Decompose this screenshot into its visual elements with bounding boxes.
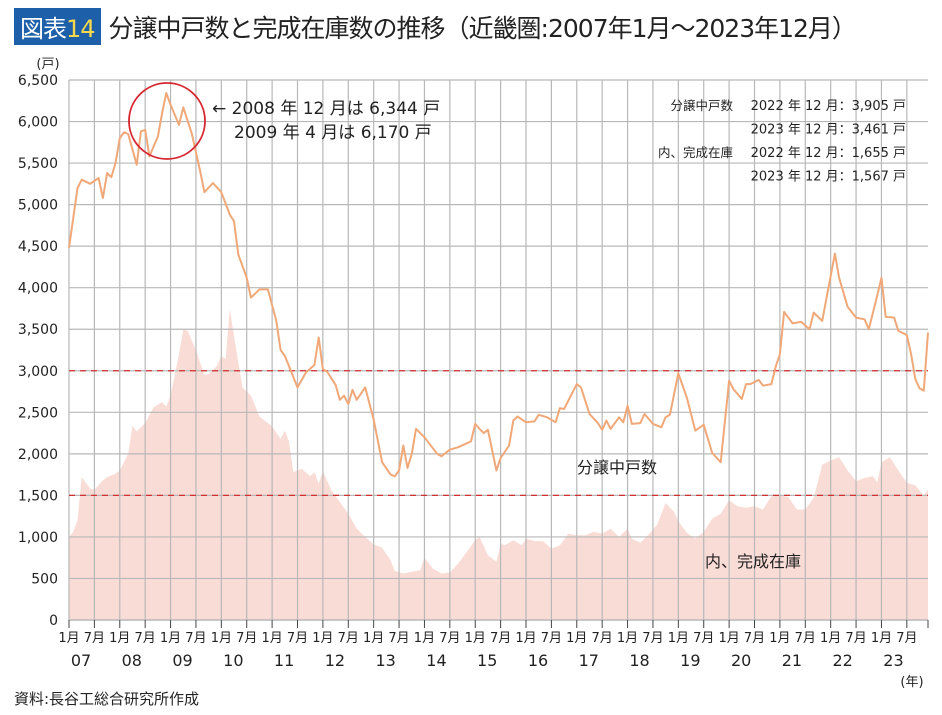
x-year-label: 12 — [325, 651, 345, 670]
info-box-value: 2023 年 12 月：1,567 戸 — [751, 170, 906, 185]
x-month-label: 1月 — [58, 631, 79, 646]
info-box-value: 2023 年 12 月：3,461 戸 — [751, 123, 906, 138]
x-month-label: 7月 — [693, 631, 714, 646]
x-month-label: 1月 — [261, 631, 282, 646]
y-tick-label: 1,000 — [18, 530, 58, 546]
x-month-label: 1月 — [668, 631, 689, 646]
x-month-label: 1月 — [414, 631, 435, 646]
x-month-label: 7月 — [541, 631, 562, 646]
x-month-label: 7月 — [135, 631, 156, 646]
y-tick-label: 0 — [49, 613, 58, 629]
x-month-label: 7月 — [338, 631, 359, 646]
y-tick-label: 5,000 — [18, 198, 58, 214]
y-tick-label: 500 — [31, 571, 58, 587]
figure-badge: 図表14 — [14, 8, 101, 45]
x-year-label: 07 — [71, 651, 91, 670]
x-month-label: 7月 — [896, 631, 917, 646]
y-tick-label: 5,500 — [18, 156, 58, 172]
area-series-label: 内、完成在庫 — [705, 552, 801, 571]
x-month-label: 7月 — [845, 631, 866, 646]
x-month-label: 1月 — [718, 631, 739, 646]
y-tick-label: 6,500 — [18, 73, 58, 89]
x-month-label: 7月 — [388, 631, 409, 646]
x-year-label: 10 — [223, 651, 243, 670]
y-axis-unit: (戸) — [36, 57, 59, 72]
x-month-label: 7月 — [185, 631, 206, 646]
source-note: 資料:長谷工総合研究所作成 — [14, 690, 200, 708]
x-year-label: 14 — [426, 651, 446, 670]
x-year-label: 20 — [731, 651, 751, 670]
peak-annotation-2: 2009 年 4 月は 6,170 戸 — [234, 123, 432, 143]
units-for-sale-line — [68, 92, 929, 478]
info-box-label: 分譲中戸数 — [670, 98, 733, 113]
x-year-label: 21 — [782, 651, 802, 670]
x-month-label: 1月 — [465, 631, 486, 646]
x-month-label: 7月 — [744, 631, 765, 646]
y-tick-label: 2,500 — [18, 405, 58, 421]
x-month-label: 1月 — [363, 631, 384, 646]
x-month-label: 1月 — [769, 631, 790, 646]
x-year-label: 15 — [477, 651, 497, 670]
x-month-label: 1月 — [617, 631, 638, 646]
x-month-label: 1月 — [871, 631, 892, 646]
x-month-label: 1月 — [211, 631, 232, 646]
x-month-label: 7月 — [490, 631, 511, 646]
x-year-label: 08 — [122, 651, 142, 670]
x-year-label: 18 — [629, 651, 649, 670]
x-month-label: 7月 — [84, 631, 105, 646]
info-box-label: 内、完成在庫 — [658, 145, 733, 160]
badge-number: 14 — [66, 15, 96, 43]
peak-highlight-circle — [128, 82, 206, 160]
info-box-value: 2022 年 12 月：3,905 戸 — [751, 99, 906, 114]
x-year-label: 11 — [274, 651, 294, 670]
y-tick-label: 3,000 — [18, 364, 58, 380]
info-box-value: 2022 年 12 月：1,655 戸 — [751, 146, 906, 161]
x-month-label: 1月 — [160, 631, 181, 646]
x-month-label: 7月 — [592, 631, 613, 646]
y-tick-label: 3,500 — [18, 322, 58, 338]
x-year-label: 09 — [172, 651, 192, 670]
y-tick-label: 6,000 — [18, 115, 58, 131]
y-tick-label: 4,500 — [18, 239, 58, 255]
title-text: 分譲中戸数と完成在庫数の推移（近畿圏:2007年1月～2023年12月） — [108, 13, 857, 43]
x-year-label: 13 — [375, 651, 395, 670]
x-year-label: 22 — [832, 651, 852, 670]
x-month-label: 1月 — [820, 631, 841, 646]
badge-label: 図表 — [20, 15, 67, 43]
x-axis-unit: (年) — [900, 675, 923, 690]
x-year-label: 17 — [579, 651, 599, 670]
x-month-label: 1月 — [109, 631, 130, 646]
peak-annotation-1: ← 2008 年 12 月は 6,344 戸 — [212, 99, 440, 119]
x-month-label: 1月 — [515, 631, 536, 646]
x-month-label: 7月 — [287, 631, 308, 646]
y-tick-label: 2,000 — [18, 447, 58, 463]
x-month-label: 1月 — [312, 631, 333, 646]
x-month-label: 7月 — [795, 631, 816, 646]
x-month-label: 1月 — [566, 631, 587, 646]
x-year-label: 23 — [883, 651, 903, 670]
completed-inventory-area — [69, 309, 928, 620]
x-month-label: 7月 — [642, 631, 663, 646]
y-tick-label: 4,000 — [18, 281, 58, 297]
y-tick-label: 1,500 — [18, 488, 58, 504]
line-series-label: 分譲中戸数 — [577, 458, 657, 477]
x-year-label: 16 — [528, 651, 548, 670]
chart-title: 図表14 分譲中戸数と完成在庫数の推移（近畿圏:2007年1月～2023年12月… — [14, 8, 857, 45]
x-month-label: 7月 — [236, 631, 257, 646]
x-year-label: 19 — [680, 651, 700, 670]
x-month-label: 7月 — [439, 631, 460, 646]
